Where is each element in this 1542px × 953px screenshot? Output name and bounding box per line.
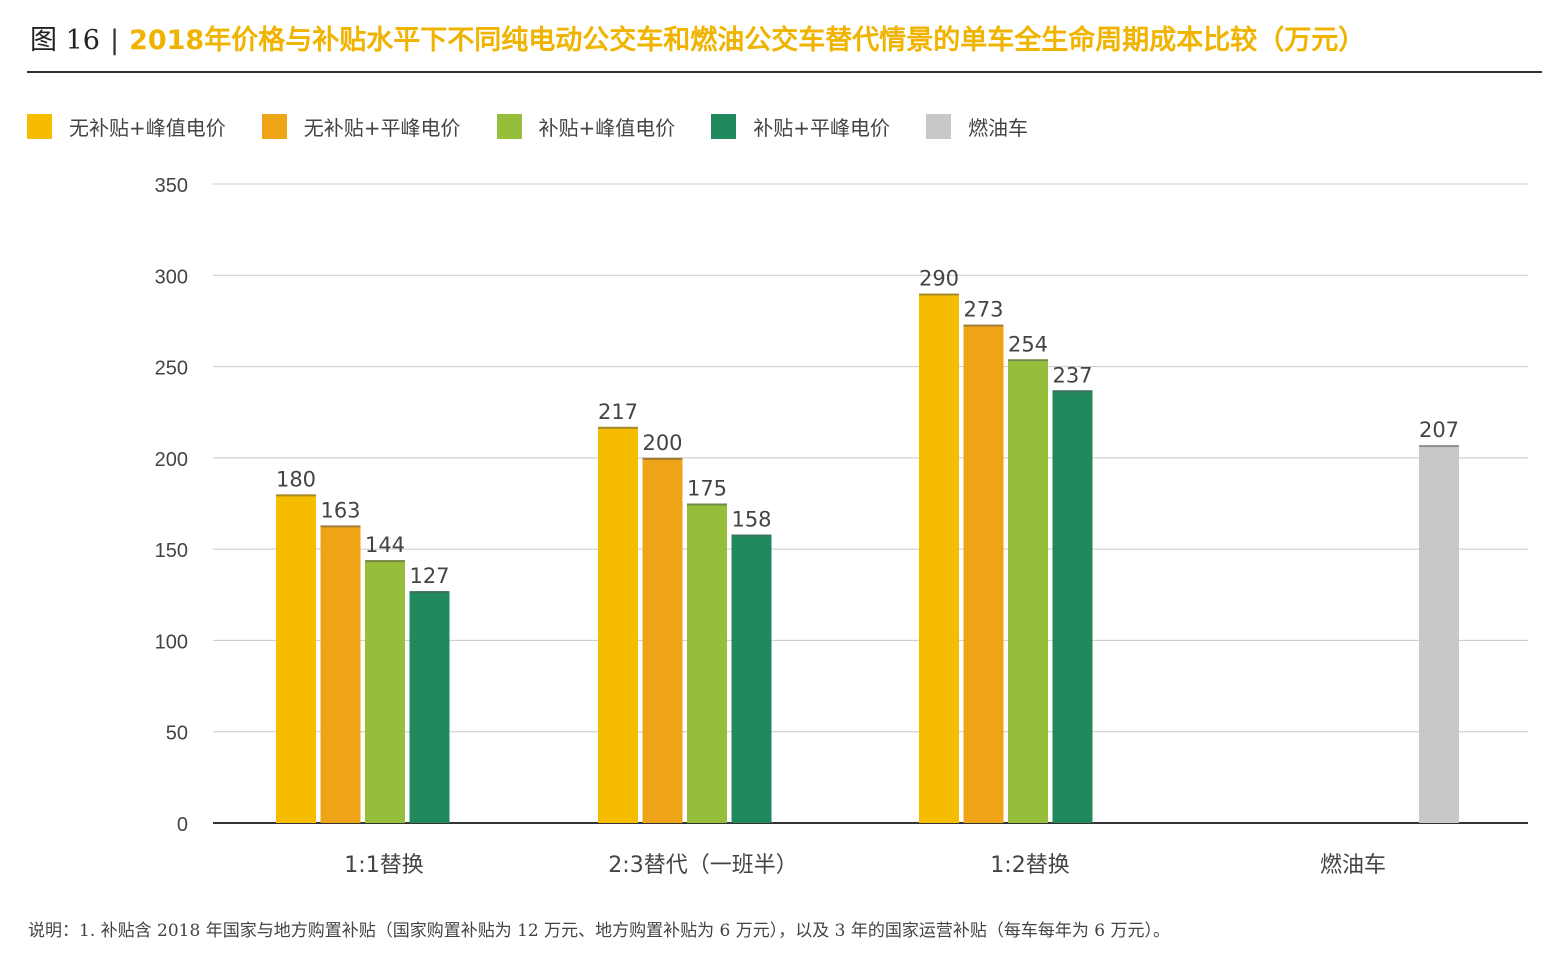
bar-top-edge xyxy=(731,534,772,537)
x-tick-label: 2:3替代（一班半） xyxy=(608,853,797,878)
bar xyxy=(687,503,727,823)
data-label: 200 xyxy=(642,431,682,455)
legend-label: 无补贴+峰值电价 xyxy=(69,116,226,140)
x-tick-label: 燃油车 xyxy=(1320,853,1386,878)
legend-item: 无补贴+平峰电价 xyxy=(261,112,461,141)
x-tick-label: 1:1替换 xyxy=(344,853,423,878)
data-label: 237 xyxy=(1052,363,1092,387)
legend-item: 无补贴+峰值电价 xyxy=(27,112,226,141)
data-label: 158 xyxy=(731,508,771,532)
legend-swatch xyxy=(926,114,952,139)
bar-top-edge xyxy=(1419,445,1459,448)
data-label: 180 xyxy=(276,467,316,491)
bar-top-edge xyxy=(963,324,1004,327)
bar xyxy=(642,457,683,823)
bar xyxy=(598,426,638,823)
y-tick-label: 100 xyxy=(155,631,188,653)
legend: 无补贴+峰值电价 无补贴+平峰电价 补贴+峰值电价 补贴+平峰电价 燃油车 xyxy=(27,112,1064,141)
y-tick-label: 0 xyxy=(177,814,188,836)
bar-top-edge xyxy=(642,457,683,460)
bar-top-edge xyxy=(687,503,727,506)
legend-swatch xyxy=(496,114,522,139)
x-tick-label: 1:2替换 xyxy=(990,853,1069,878)
legend-item: 燃油车 xyxy=(926,112,1028,141)
bar xyxy=(1052,390,1093,823)
legend-swatch xyxy=(711,114,737,139)
bar-top-edge xyxy=(919,293,959,296)
bar xyxy=(963,324,1004,823)
data-label: 207 xyxy=(1419,418,1459,442)
data-label: 217 xyxy=(598,400,638,424)
footnote: 说明：1. 补贴含 2018 年国家与地方购置补贴（国家购置补贴为 12 万元、… xyxy=(28,921,1171,941)
y-tick-label: 200 xyxy=(155,449,188,471)
legend-item: 补贴+峰值电价 xyxy=(496,112,676,141)
bar-top-edge xyxy=(409,591,450,594)
y-tick-label: 350 xyxy=(155,175,188,197)
data-label: 127 xyxy=(409,564,449,588)
figure-title: 图 16 | 2018年价格与补贴水平下不同纯电动公交车和燃油公交车替代情景的单车全… xyxy=(30,18,1365,57)
legend-label: 补贴+峰值电价 xyxy=(538,116,676,140)
bar xyxy=(276,494,316,823)
y-tick-label: 300 xyxy=(155,266,188,288)
legend-swatch xyxy=(27,114,52,139)
bar xyxy=(365,560,405,823)
data-label: 290 xyxy=(919,267,959,291)
bar xyxy=(320,525,361,823)
bar xyxy=(1008,359,1048,823)
legend-item: 补贴+平峰电价 xyxy=(711,112,890,141)
legend-swatch xyxy=(261,114,287,139)
figure-label: 图 16 xyxy=(30,25,100,56)
bar xyxy=(731,534,772,823)
bar-top-edge xyxy=(1052,390,1093,393)
y-tick-label: 150 xyxy=(155,540,188,562)
legend-label: 燃油车 xyxy=(968,116,1029,140)
data-label: 175 xyxy=(687,477,727,501)
data-label: 163 xyxy=(320,498,360,522)
legend-label: 补贴+平峰电价 xyxy=(753,116,891,140)
data-label: 144 xyxy=(365,533,405,557)
chart-title: 2018年价格与补贴水平下不同纯电动公交车和燃油公交车替代情景的单车全生命周期成… xyxy=(129,25,1366,56)
data-label: 254 xyxy=(1008,332,1048,356)
title-separator: | xyxy=(109,25,120,56)
bar xyxy=(919,293,959,823)
data-label: 273 xyxy=(963,298,1003,322)
y-tick-label: 50 xyxy=(166,723,188,745)
bar-top-edge xyxy=(365,560,405,563)
y-tick-label: 250 xyxy=(155,358,188,380)
bar-top-edge xyxy=(320,525,361,528)
bar-top-edge xyxy=(1008,359,1048,362)
bar xyxy=(1419,445,1459,823)
bar-top-edge xyxy=(276,494,316,497)
bar-top-edge xyxy=(598,426,638,429)
title-rule xyxy=(27,71,1542,73)
bar xyxy=(409,591,450,823)
legend-label: 无补贴+平峰电价 xyxy=(303,116,461,140)
